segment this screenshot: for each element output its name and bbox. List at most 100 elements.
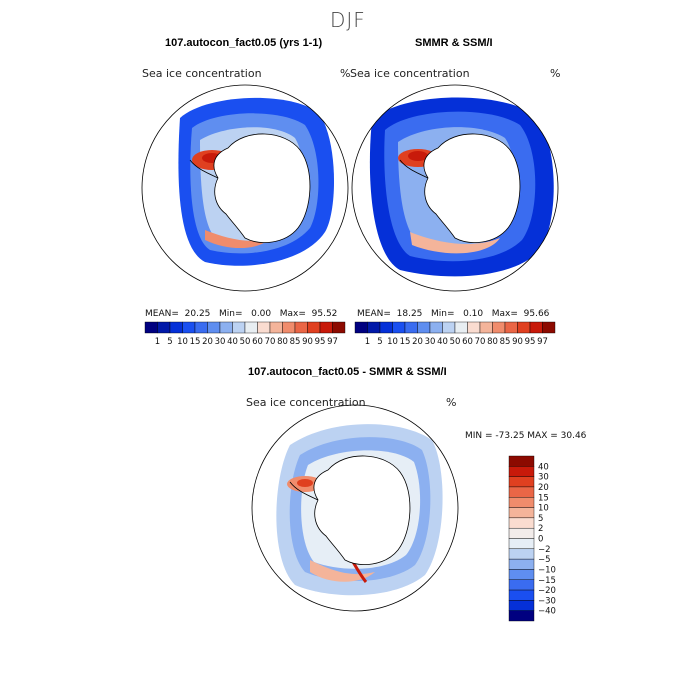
panel1-colorbar-swatch xyxy=(307,321,321,334)
panel2-map-frame xyxy=(351,84,559,292)
panel1-title: 107.autocon_fact0.05 (yrs 1-1) xyxy=(165,37,323,49)
panel2-peninsula xyxy=(399,159,429,179)
panel1-colorbar-swatch xyxy=(294,321,308,334)
panel3-colorbar-tick-label: 0 xyxy=(538,535,543,545)
panel1-colorbar-swatch xyxy=(157,321,171,334)
panel1-colorbar-swatch xyxy=(169,321,183,334)
panel2-colorbar-swatch xyxy=(529,321,543,334)
panel2-colorbar-tick-label: 30 xyxy=(425,337,436,347)
panel1-colorbar-swatch xyxy=(207,321,221,334)
panel2-mean-value: 18.25 xyxy=(396,309,423,319)
panel1-colorbar-tick-label: 70 xyxy=(265,337,276,347)
panel2-colorbar-swatch xyxy=(367,321,381,334)
panel3-colorbar-tick-label: 30 xyxy=(538,473,549,483)
panel2-title: SMMR & SSM/I xyxy=(415,37,493,49)
panel3-colorbar-tick-label: −15 xyxy=(538,576,556,586)
panel1-colorbar-swatch xyxy=(332,321,346,334)
panel2-min-value: 0.10 xyxy=(463,309,484,319)
panel2-colorbar-tick-label: 10 xyxy=(387,337,398,347)
panel2-colorbar-swatch xyxy=(392,321,406,334)
panel2-max-label: Max= xyxy=(491,309,518,319)
panel2-max-value: 95.66 xyxy=(523,309,550,319)
panel2-colorbar: 1 5 10 15 20 30 40 50 60 70 80 85 90 95 97 xyxy=(354,321,556,347)
panel1-colorbar-tick-label: 50 xyxy=(240,337,251,347)
panel2-colorbar-swatch xyxy=(479,321,493,334)
panel3-peninsula xyxy=(289,481,319,501)
panel3-colorbar-swatch xyxy=(508,476,535,488)
panel1-map-frame xyxy=(141,84,349,292)
panel2-ross-ice xyxy=(410,232,500,254)
panel3-colorbar-swatch xyxy=(508,507,535,519)
panel2-colorbar-swatch xyxy=(429,321,443,334)
panel3-colorbar-tick-label: 10 xyxy=(538,504,549,514)
panel3-colorbar-tick-label: −10 xyxy=(538,565,556,575)
panel3-colorbar-swatch xyxy=(508,569,535,580)
panel1-map xyxy=(178,97,335,266)
panel2-colorbar-tick-label: 15 xyxy=(400,337,411,347)
panel1-colorbar-swatch xyxy=(194,321,208,334)
panel3-title: 107.autocon_fact0.05 - SMMR & SSM/I xyxy=(248,366,447,378)
panel2-colorbar-tick-label: 80 xyxy=(487,337,498,347)
panel1-colorbar-tick-label: 60 xyxy=(252,337,263,347)
panel2-colorbar-swatch xyxy=(517,321,531,334)
panel1-stats: MEAN= 20.25 Min= 0.00 Max= 95.52 xyxy=(145,309,337,319)
panel3-colorbar-swatch xyxy=(508,558,535,570)
panel1-colorbar-swatch xyxy=(219,321,233,334)
panel3-colorbar-swatch xyxy=(508,497,535,508)
panel3-colorbar-swatch xyxy=(508,538,535,550)
panel3-colorbar-swatch xyxy=(508,589,535,601)
panel2-colorbar-swatch xyxy=(379,321,393,334)
panel3-colorbar-tick-label: −40 xyxy=(538,607,556,617)
panel2-colorbar-tick-label: 95 xyxy=(525,337,536,347)
panel1-colorbar-tick-label: 95 xyxy=(315,337,326,347)
panel2-colorbar-swatch xyxy=(417,321,431,334)
panel1-colorbar-tick-label: 30 xyxy=(215,337,226,347)
panel2-unit: % xyxy=(550,67,561,80)
panel1-colorbar-tick-label: 20 xyxy=(202,337,213,347)
panel2-colorbar-swatch xyxy=(354,321,368,334)
panel1-unit: % xyxy=(340,67,351,80)
panel2-colorbar-tick-label: 60 xyxy=(462,337,473,347)
panel2-weddell-core xyxy=(408,151,428,161)
panel1-colorbar-swatch xyxy=(144,321,158,334)
panel1-mean-value: 20.25 xyxy=(184,309,211,319)
panel3-colorbar-tick-label: 2 xyxy=(538,524,543,534)
panel2-colorbar-tick-label: 97 xyxy=(537,337,548,347)
panel2-colorbar-tick-label: 70 xyxy=(475,337,486,347)
panel3-stats: MIN = -73.25 MAX = 30.46 xyxy=(465,431,587,441)
panel2-colorbar-swatch xyxy=(504,321,518,334)
panel3-colorbar-swatch xyxy=(508,600,535,611)
panel1-colorbar-tick-label: 5 xyxy=(167,337,172,347)
panel2-colorbar-tick-label: 20 xyxy=(412,337,423,347)
panel1-colorbar-tick-label: 90 xyxy=(302,337,313,347)
panel1-colorbar-tick-label: 15 xyxy=(190,337,201,347)
panel1-colorbar-tick-label: 97 xyxy=(327,337,338,347)
panel3-colorbar-tick-label: −30 xyxy=(538,596,556,606)
panel3-colorbar-swatch xyxy=(508,548,535,560)
panel2-colorbar-swatch xyxy=(467,321,481,334)
panel3-colorbar-swatch xyxy=(508,466,535,477)
panel1-colorbar-tick-label: 40 xyxy=(227,337,238,347)
panel2-colorbar-tick-label: 90 xyxy=(512,337,523,347)
panel1-mean-label: MEAN= xyxy=(145,309,179,319)
panel1-colorbar-tick-label: 80 xyxy=(277,337,288,347)
panel1-min-value: 0.00 xyxy=(251,309,272,319)
panel2-colorbar-swatch xyxy=(492,321,506,334)
panel2-mean-label: MEAN= xyxy=(357,309,391,319)
panel2-min-label: Min= xyxy=(430,309,455,319)
panel2-colorbar-tick-label: 50 xyxy=(450,337,461,347)
panel3-colorbar-tick-label: 40 xyxy=(538,462,549,472)
panel1-max-label: Max= xyxy=(279,309,306,319)
panel3-colorbar-tick-label: −5 xyxy=(538,555,551,565)
panel3-colorbar-tick-label: 20 xyxy=(538,483,549,493)
panel2-colorbar-swatch xyxy=(542,321,556,334)
panel3-colorbar-swatch xyxy=(508,486,535,498)
panel2-colorbar-tick-label: 40 xyxy=(437,337,448,347)
panel3-weddell-core xyxy=(297,479,313,487)
panel3-map-frame xyxy=(251,404,459,612)
panel2-colorbar-swatch xyxy=(454,321,468,334)
panel3-colorbar-tick-label: 5 xyxy=(538,514,543,524)
panel1-peninsula xyxy=(189,159,219,179)
panel1-colorbar-tick-label: 10 xyxy=(177,337,188,347)
